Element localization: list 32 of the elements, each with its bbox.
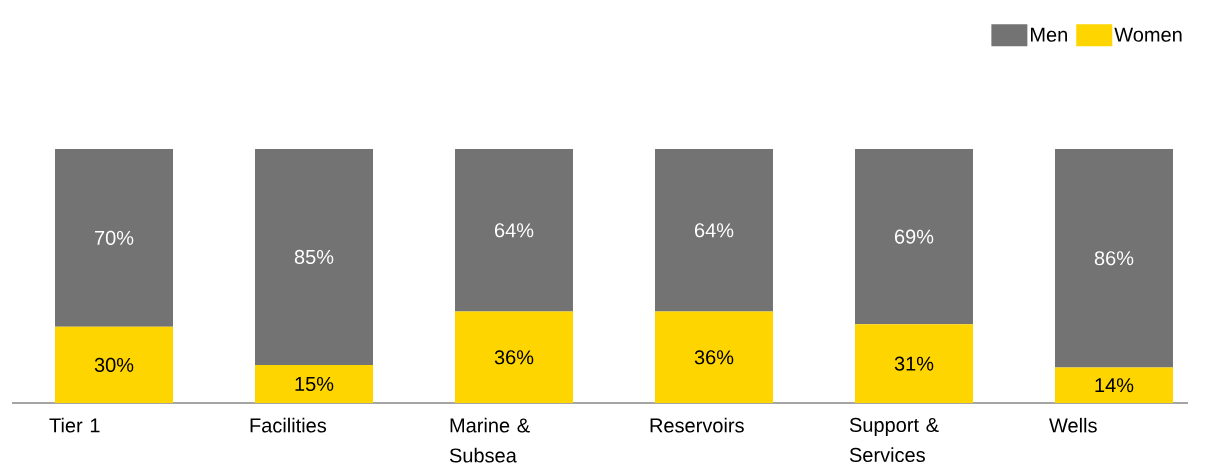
data-label: 36% [494,350,534,365]
data-label: 30% [94,357,134,372]
x-tick-label: Marine & Subsea [449,417,530,463]
bar [454,311,573,403]
data-label: 31% [894,356,934,371]
bar [255,149,373,365]
x-tick-label: Reservoirs [650,417,744,433]
legend-label: Men [1031,27,1067,42]
legend-label: Women [1114,27,1182,42]
x-tick-label: Facilities [250,417,327,433]
bar [55,326,173,403]
data-label: 69% [894,229,934,244]
bar [1054,149,1173,368]
x-tick-label: Support & Services [849,417,939,463]
data-label: 64% [694,223,734,238]
data-label: 36% [694,350,734,365]
data-label: 64% [494,223,534,238]
bar [55,149,173,327]
bar [654,149,773,312]
bar [654,311,773,403]
x-tick-label: Wells [1049,417,1097,433]
bar [255,364,373,403]
data-label: 15% [295,376,334,391]
bar [854,324,973,403]
x-tick-label: Tier 1 [49,417,100,433]
bar [854,149,973,325]
bar [1054,367,1173,403]
data-label: 86% [1094,251,1134,266]
data-label: 85% [294,249,334,265]
data-label: 14% [1095,378,1134,393]
data-label: 70% [95,230,134,245]
bar [454,149,573,312]
